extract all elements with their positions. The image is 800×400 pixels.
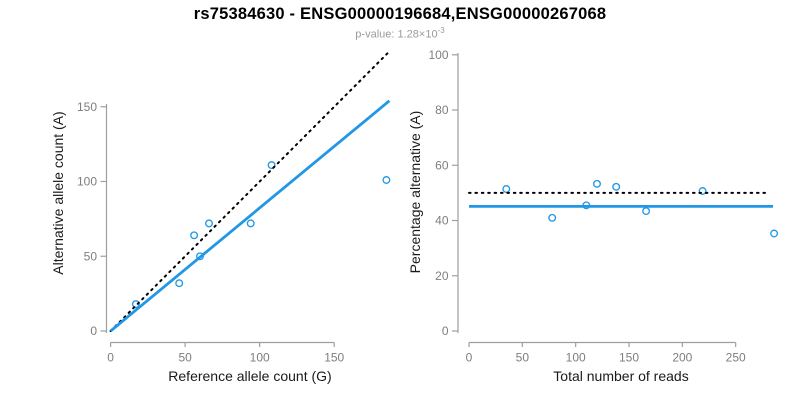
left-data-point <box>205 219 213 228</box>
right-y-tick-label: 0 <box>442 324 449 338</box>
left-y-axis-title: Alternative allele count (A) <box>50 111 66 274</box>
left-data-point <box>196 252 204 261</box>
right-x-tick-label: 50 <box>516 351 530 365</box>
right-y-tick-label: 40 <box>435 214 449 228</box>
figure-subtitle: p-value: 1.28×10-3 <box>0 26 800 41</box>
left-y-tick-label: 100 <box>77 175 97 189</box>
right-data-point <box>698 187 707 195</box>
right-x-tick-label: 0 <box>466 351 473 365</box>
fit-line <box>109 99 391 333</box>
left-y-tick-label: 50 <box>84 249 98 263</box>
left-x-tick-label: 50 <box>178 351 192 365</box>
left-x-tick-label: 150 <box>324 351 344 365</box>
figure-title: rs75384630 - ENSG00000196684,ENSG0000026… <box>193 5 607 23</box>
left-x-tick-label: 0 <box>107 351 114 365</box>
left-data-point <box>267 161 276 170</box>
identity-line <box>109 51 389 332</box>
right-y-tick-label: 20 <box>435 269 449 283</box>
left-x-tick-label: 100 <box>250 351 270 365</box>
right-x-axis-title: Total number of reads <box>553 368 688 384</box>
right-x-tick-label: 250 <box>726 351 746 365</box>
left-data-point <box>131 300 140 309</box>
left-data-point <box>246 219 255 228</box>
left-x-axis-title: Reference allele count (G) <box>168 368 331 384</box>
left-y-tick-label: 0 <box>90 324 97 338</box>
left-data-point <box>175 279 184 288</box>
right-y-tick-label: 80 <box>435 103 449 117</box>
right-x-tick-label: 200 <box>672 351 692 365</box>
p-value-exponent: -3 <box>437 26 445 35</box>
right-y-tick-label: 100 <box>428 48 448 62</box>
right-y-tick-label: 60 <box>435 158 449 172</box>
left-data-point <box>190 231 199 240</box>
right-y-axis-title: Percentage alternative (A) <box>407 111 423 274</box>
right-data-point <box>642 207 651 216</box>
left-y-tick-label: 150 <box>77 100 97 114</box>
right-data-point <box>612 182 621 191</box>
right-data-point <box>593 179 601 188</box>
right-x-tick-label: 150 <box>619 351 639 365</box>
p-value-text: p-value: 1.28×10 <box>355 28 438 41</box>
right-x-tick-label: 100 <box>566 351 586 365</box>
left-data-point <box>382 176 391 184</box>
right-data-point <box>770 229 779 238</box>
right-data-point <box>502 185 511 193</box>
right-data-point <box>548 213 557 222</box>
